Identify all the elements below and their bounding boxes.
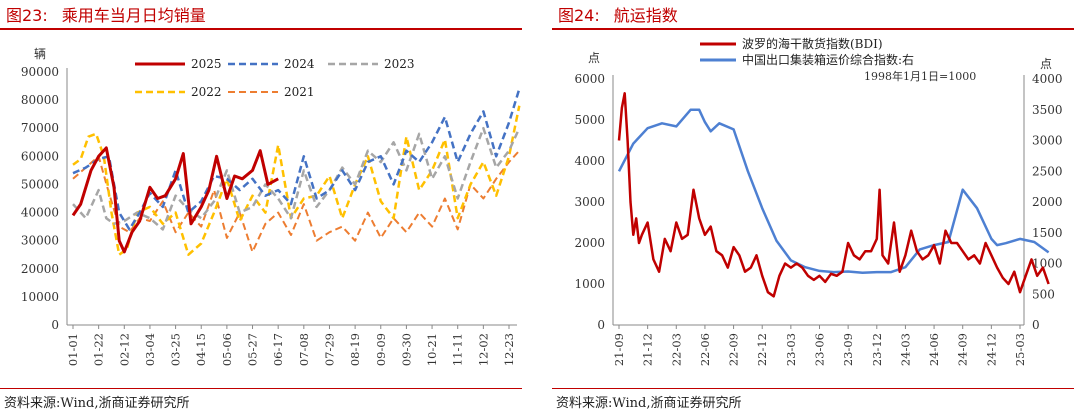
y-tick-label-right: 0 <box>1032 318 1040 332</box>
car-sales-chart: 辆 0 10000 20000 30000 40000 50000 60000 70000 800… <box>21 47 521 366</box>
y-tick-label-left: 0 <box>597 318 605 332</box>
y-axis-unit-left: 点 <box>588 51 600 65</box>
y-tick-label: 0 <box>51 318 59 332</box>
x-tick-label: 22-06 <box>698 333 712 366</box>
x-tick-label: 06-17 <box>271 333 285 366</box>
figure-title: 图23: 乘用车当月日均销量 <box>6 2 206 26</box>
index-base-note: 1998年1月1日=1000 <box>864 69 976 83</box>
y-tick-label-left: 5000 <box>574 113 605 127</box>
figure-title: 图24: 航运指数 <box>558 2 678 26</box>
y-tick-label-left: 4000 <box>574 154 605 168</box>
footer-divider <box>0 388 522 389</box>
y-tick-label: 30000 <box>21 234 59 248</box>
y-tick-label: 70000 <box>21 121 59 135</box>
x-tick-label: 03-04 <box>143 333 157 366</box>
y-tick-label-right: 2500 <box>1032 164 1063 178</box>
x-tick-label: 25-03 <box>1013 333 1027 366</box>
y-axis-unit: 辆 <box>34 47 46 61</box>
legend-label-2024: 2024 <box>284 57 315 71</box>
series-line-2025 <box>71 146 279 254</box>
title-divider <box>0 28 522 30</box>
panel-passenger-car-sales: 图23: 乘用车当月日均销量 辆 0 10000 20000 30000 40000 5000… <box>0 0 530 413</box>
x-tick-label: 08-19 <box>348 333 362 366</box>
source-note: 资料来源:Wind,浙商证券研究所 <box>556 396 742 411</box>
x-tick-label: 01-01 <box>66 333 80 366</box>
x-tick-label: 24-12 <box>984 333 998 366</box>
y-tick-label-left: 3000 <box>574 195 605 209</box>
x-tick-label: 23-06 <box>813 333 827 366</box>
x-tick-label: 07-29 <box>322 333 336 366</box>
y-tick-label-right: 500 <box>1032 287 1055 301</box>
x-tick-label: 03-25 <box>169 333 183 366</box>
x-tick-label: 07-08 <box>297 333 311 366</box>
x-tick-label: 23-09 <box>841 333 855 366</box>
x-tick-label: 21-09 <box>612 333 626 366</box>
x-tick-label: 10-21 <box>425 333 439 366</box>
x-tick-label: 23-03 <box>784 333 798 366</box>
title-divider <box>552 28 1074 30</box>
series-line-2021 <box>72 150 521 253</box>
x-tick-label: 12-23 <box>502 333 516 366</box>
figure-title-text: 航运指数 <box>613 6 678 25</box>
x-tick-label: 21-12 <box>641 333 655 366</box>
figure-number: 图23: <box>6 6 48 25</box>
x-tick-label: 22-03 <box>669 333 683 366</box>
series-line-ccfi <box>617 108 1050 274</box>
y-tick-label: 40000 <box>21 206 59 220</box>
legend-label-ccfi: 中国出口集装箱运价综合指数:右 <box>742 52 914 67</box>
x-tick-label: 24-06 <box>927 333 941 366</box>
y-tick-label-right: 2000 <box>1032 195 1063 209</box>
legend-label-2022: 2022 <box>191 85 222 99</box>
x-tick-label: 22-09 <box>727 333 741 366</box>
panel-shipping-index: 图24: 航运指数 点 点 0 1000 2000 3000 4000 5000 6000 0 500… <box>552 0 1080 413</box>
y-tick-label: 20000 <box>21 262 59 276</box>
x-tick-label: 02-12 <box>117 333 131 366</box>
x-tick-label: 24-03 <box>898 333 912 366</box>
x-tick-label: 09-09 <box>374 333 388 366</box>
series-line-2023 <box>72 126 521 231</box>
y-tick-label: 50000 <box>21 177 59 191</box>
x-tick-label: 23-12 <box>870 333 884 366</box>
y-tick-label: 10000 <box>21 290 59 304</box>
legend-label-bdi: 波罗的海干散货指数(BDI) <box>742 36 883 51</box>
y-tick-label: 80000 <box>21 93 59 107</box>
y-tick-label-left: 1000 <box>574 277 605 291</box>
y-tick-label-right: 1000 <box>1032 257 1063 271</box>
y-axis-unit-right: 点 <box>1040 57 1052 71</box>
figure-number: 图24: <box>558 6 600 25</box>
legend-label-2025: 2025 <box>191 57 222 71</box>
series-line-2022 <box>72 105 521 256</box>
x-tick-label: 01-22 <box>92 333 106 366</box>
source-note: 资料来源:Wind,浙商证券研究所 <box>4 396 190 411</box>
y-tick-label: 90000 <box>21 65 59 79</box>
figure-title-text: 乘用车当月日均销量 <box>61 6 206 25</box>
legend-label-2021: 2021 <box>284 85 315 99</box>
x-tick-label: 24-09 <box>956 333 970 366</box>
x-tick-label: 12-02 <box>476 333 490 366</box>
legend-label-2023: 2023 <box>384 57 415 71</box>
shipping-index-chart: 点 点 0 1000 2000 3000 4000 5000 6000 0 500 1000 1500 2… <box>574 36 1063 366</box>
x-tick-label: 04-15 <box>194 333 208 366</box>
y-tick-label-right: 3500 <box>1032 103 1063 117</box>
y-tick-label-right: 4000 <box>1032 72 1063 86</box>
y-tick-label-left: 6000 <box>574 72 605 86</box>
y-tick-label-left: 2000 <box>574 236 605 250</box>
x-tick-label: 22-12 <box>755 333 769 366</box>
y-tick-label: 60000 <box>21 149 59 163</box>
y-tick-label-right: 3000 <box>1032 134 1063 148</box>
x-tick-label: 05-27 <box>246 333 260 366</box>
x-tick-label: 09-30 <box>399 333 413 366</box>
x-tick-label: 05-06 <box>220 333 234 366</box>
y-tick-label-right: 1500 <box>1032 226 1063 240</box>
footer-divider <box>552 388 1074 389</box>
x-tick-label: 11-11 <box>451 333 465 366</box>
series-line-2024 <box>72 88 521 231</box>
series-line-bdi <box>617 92 1050 298</box>
